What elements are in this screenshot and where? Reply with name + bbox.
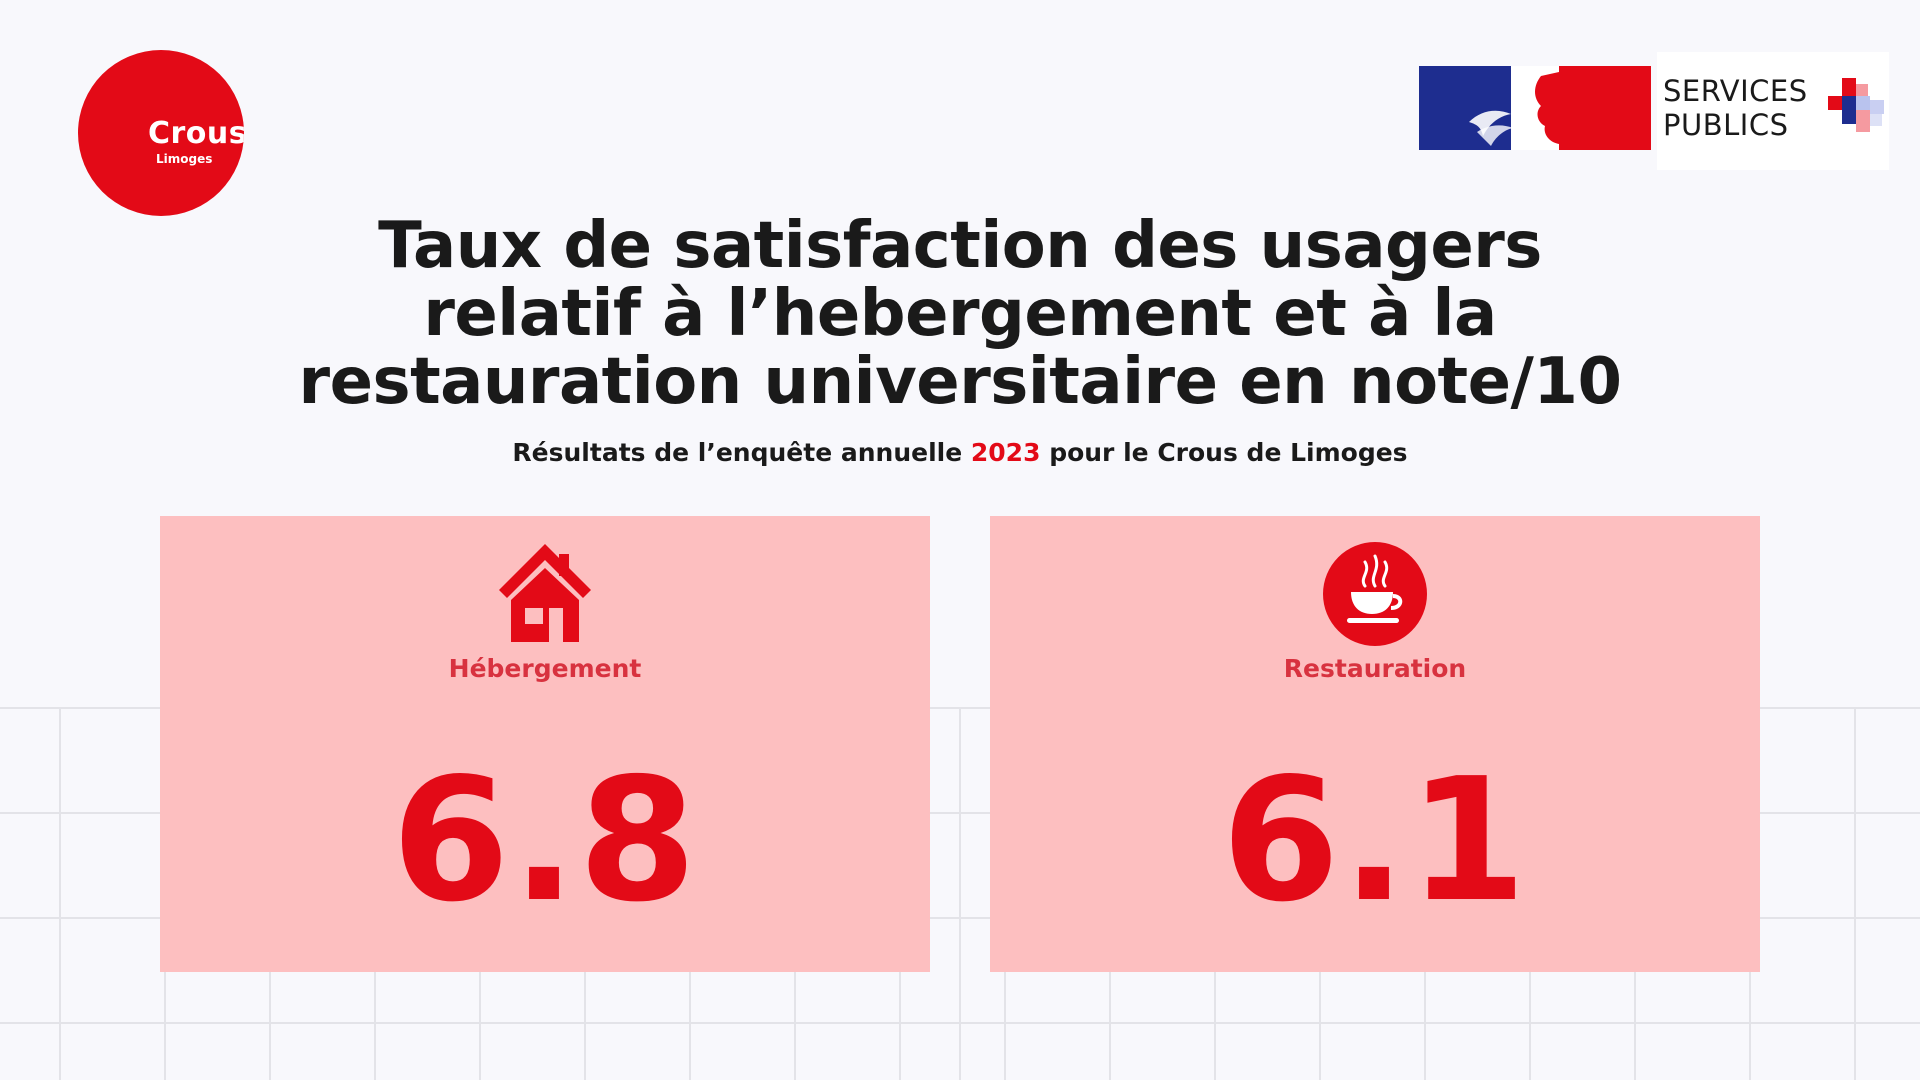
card-restauration-score: 6.1 bbox=[1221, 742, 1529, 940]
coffee-cup-icon bbox=[1323, 542, 1427, 646]
crous-logo: Crous Limoges bbox=[78, 50, 244, 216]
card-hebergement-label: Hébergement bbox=[448, 654, 642, 683]
subtitle-suffix: pour le Crous de Limoges bbox=[1040, 438, 1408, 467]
page-subtitle: Résultats de l’enquête annuelle 2023 pou… bbox=[360, 438, 1560, 467]
page-title: Taux de satisfaction des usagers relatif… bbox=[260, 212, 1660, 416]
services-publics-cross-icon bbox=[1828, 78, 1884, 132]
card-hebergement-score: 6.8 bbox=[391, 742, 699, 940]
subtitle-prefix: Résultats de l’enquête annuelle bbox=[512, 438, 971, 467]
page-title-line2: relatif à l’hebergement et à la bbox=[423, 277, 1497, 351]
card-restauration-label: Restauration bbox=[1283, 654, 1467, 683]
card-restauration: Restauration 6.1 bbox=[990, 516, 1760, 972]
crous-logo-wordmark: Crous bbox=[148, 116, 244, 151]
card-hebergement: Hébergement 6.8 bbox=[160, 516, 930, 972]
page-title-line3: restauration universitaire en note/10 bbox=[298, 345, 1622, 419]
services-publics-line1: SERVICES bbox=[1663, 74, 1808, 108]
republique-francaise-logo bbox=[1419, 66, 1651, 150]
page-title-line1: Taux de satisfaction des usagers bbox=[378, 209, 1542, 283]
services-publics-wordmark: SERVICES PUBLICS bbox=[1663, 74, 1808, 142]
crous-logo-city: Limoges bbox=[156, 152, 213, 166]
subtitle-year: 2023 bbox=[970, 438, 1041, 467]
house-icon bbox=[499, 544, 591, 642]
services-publics-line2: PUBLICS bbox=[1663, 108, 1789, 142]
